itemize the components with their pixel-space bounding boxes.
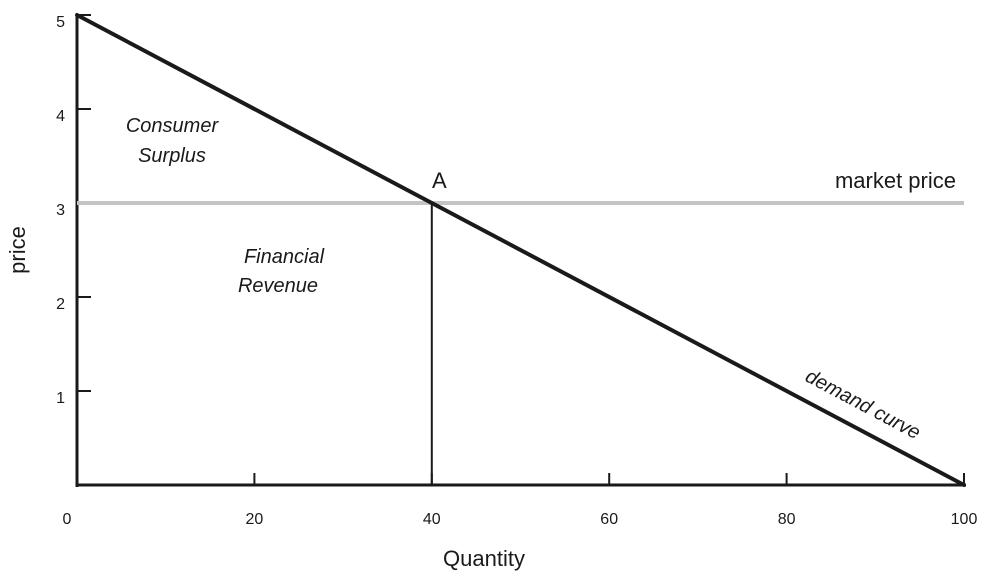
financial-revenue-label-line2: Revenue — [238, 275, 318, 297]
y-tick-label: 5 — [56, 14, 65, 31]
point-a-label: A — [432, 168, 447, 193]
x-tick-label: 60 — [600, 511, 618, 528]
x-ticks: 0 20 40 60 80 100 — [63, 473, 978, 528]
y-tick-label: 1 — [56, 390, 65, 407]
x-tick-label: 40 — [423, 511, 441, 528]
y-tick-label: 3 — [56, 202, 65, 219]
x-axis-title: Quantity — [443, 546, 525, 571]
x-tick-label: 0 — [63, 511, 72, 528]
demand-curve-line — [75, 13, 966, 487]
x-tick-label: 80 — [778, 511, 796, 528]
financial-revenue-label-line1: Financial — [244, 246, 325, 268]
consumer-surplus-label-line2: Surplus — [138, 145, 206, 167]
market-price-label: market price — [835, 168, 956, 193]
y-tick-label: 2 — [56, 296, 65, 313]
x-tick-label: 20 — [246, 511, 264, 528]
x-tick-label: 100 — [951, 511, 978, 528]
consumer-surplus-label-line1: Consumer — [126, 115, 220, 137]
y-axis-title: price — [5, 226, 30, 274]
y-tick-label: 4 — [56, 108, 65, 125]
y-ticks: 1 2 3 4 5 — [56, 14, 91, 407]
